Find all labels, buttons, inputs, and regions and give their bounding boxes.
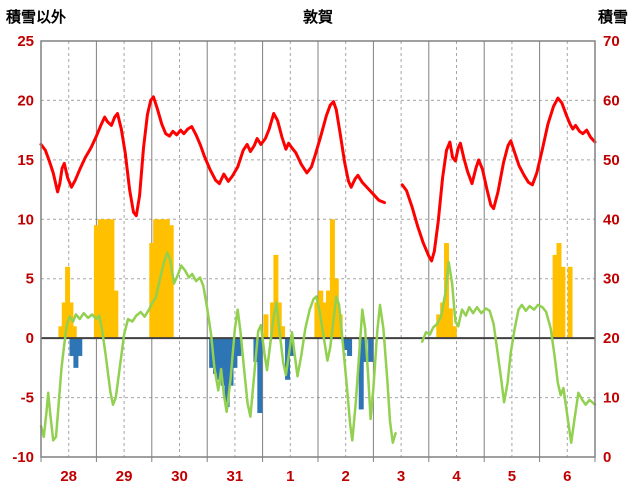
blue-bars-bar (69, 338, 75, 356)
left-axis-title: 積雪以外 (6, 9, 67, 26)
orange-bars-bar (440, 302, 446, 339)
x-axis-day-label: 6 (563, 468, 571, 485)
blue-bars-bar (368, 338, 374, 362)
orange-bars-bar (556, 243, 562, 339)
orange-bars-bar (164, 219, 170, 339)
red-line (400, 96, 597, 263)
orange-bars-bar (322, 302, 328, 339)
orange-bars-bar (93, 225, 99, 339)
right-axis-tick-label: 40 (603, 211, 620, 228)
orange-bars-bar (153, 219, 159, 339)
orange-bars-bar (65, 266, 71, 339)
orange-bars-bar (326, 290, 332, 339)
orange-bars-bar (333, 278, 339, 339)
orange-bars-bar (552, 254, 558, 339)
x-axis-day-label: 2 (342, 468, 350, 485)
orange-bars-bar (447, 308, 453, 339)
right-axis-tick-label: 0 (603, 449, 611, 466)
x-axis-day-label: 29 (116, 468, 133, 485)
x-axis-day-label: 1 (286, 468, 294, 485)
orange-bars-bar (567, 266, 573, 339)
left-axis-tick-label: -5 (21, 390, 34, 407)
blue-bars-bar (216, 338, 222, 380)
orange-bars-bar (109, 219, 115, 339)
right-axis-tick-label: 10 (603, 390, 620, 407)
orange-bars-bar (436, 314, 442, 339)
orange-bars-bar (97, 219, 103, 339)
right-axis-tick-label: 50 (603, 152, 620, 169)
orange-bars-bar (329, 219, 335, 339)
orange-bars-bar (560, 266, 566, 339)
orange-bars-bar (273, 254, 279, 339)
blue-bars-bar (209, 338, 215, 368)
blue-bars-bar (73, 338, 79, 368)
red-line (39, 95, 386, 218)
blue-bars-bar (257, 338, 263, 414)
green-line (39, 251, 397, 444)
right-axis-tick-label: 30 (603, 271, 620, 288)
left-axis-tick-label: 0 (26, 330, 34, 347)
orange-bars-bar (314, 302, 320, 339)
right-axis-tick-label: 60 (603, 92, 620, 109)
x-axis-day-label: 30 (171, 468, 188, 485)
orange-bars-bar (451, 326, 457, 339)
blue-bars-bar (347, 338, 353, 356)
blue-bars-bar (343, 338, 349, 351)
x-axis-day-label: 3 (397, 468, 405, 485)
orange-bars-bar (149, 243, 155, 339)
blue-bars-bar (236, 338, 242, 356)
blue-bars-bar (362, 338, 368, 362)
blue-bars-bar (358, 338, 364, 410)
x-axis-day-label: 4 (452, 468, 461, 485)
blue-bars-bar (220, 338, 226, 386)
blue-bars-bar (77, 338, 83, 356)
orange-bars-bar (101, 219, 107, 339)
left-axis-tick-label: 5 (26, 271, 34, 288)
right-axis-tick-label: 20 (603, 330, 620, 347)
x-axis-day-label: 5 (508, 468, 516, 485)
left-axis-tick-label: 20 (17, 92, 34, 109)
orange-bars-bar (168, 225, 174, 339)
orange-bars-bar (58, 326, 64, 339)
green-line (420, 260, 597, 444)
x-axis-day-label: 28 (60, 468, 77, 485)
orange-bars-bar (71, 326, 77, 339)
orange-bars-bar (263, 314, 269, 339)
left-axis-tick-label: -10 (12, 449, 34, 466)
orange-bars-bar (105, 219, 111, 339)
blue-bars-bar (224, 338, 230, 408)
x-axis-day-label: 31 (227, 468, 244, 485)
blue-bars-bar (213, 338, 219, 374)
chart-title: 敦賀 (302, 9, 333, 26)
left-axis-tick-label: 25 (17, 33, 34, 50)
right-axis-tick-label: 70 (603, 33, 620, 50)
blue-bars-bar (232, 338, 238, 368)
orange-bars-bar (113, 290, 119, 339)
left-axis-tick-label: 10 (17, 211, 34, 228)
orange-bars-bar (160, 219, 166, 339)
orange-bars-bar (61, 302, 67, 339)
left-axis-tick-label: 15 (17, 152, 34, 169)
right-axis-title: 積雪 (597, 9, 628, 26)
blue-bars-bar (288, 338, 294, 356)
orange-bars-bar (280, 326, 286, 339)
